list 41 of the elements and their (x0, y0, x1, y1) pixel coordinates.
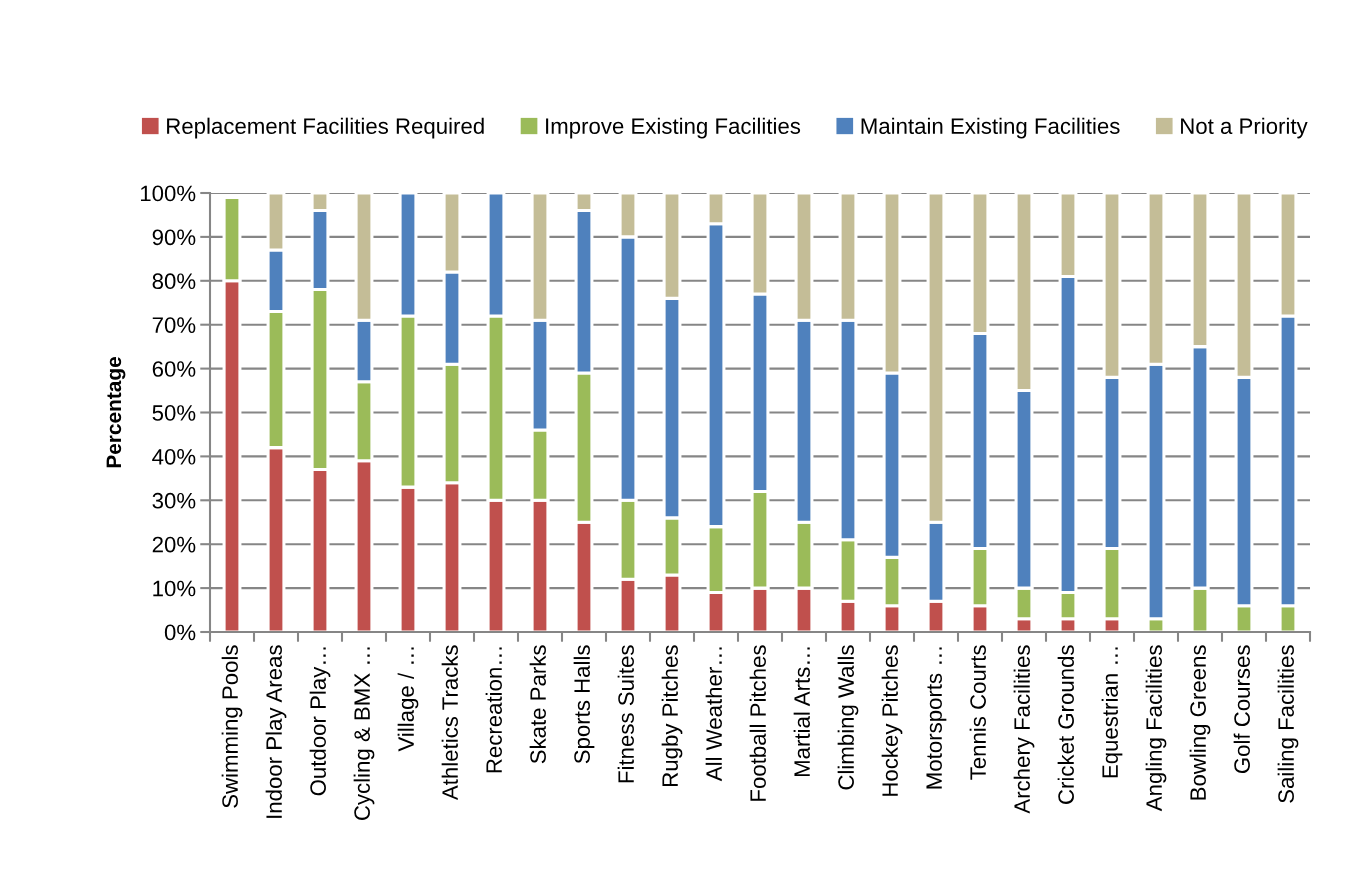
x-tick-label: Sailing Facilities (1277, 645, 1299, 803)
y-tick-label: 60% (152, 361, 196, 377)
y-tick-label: 50% (152, 405, 196, 421)
x-tick-label: Angling Facilities (1145, 645, 1167, 812)
legend-label: Improve Existing Facilities (546, 117, 801, 139)
x-tick-label: Sports Halls (573, 645, 595, 764)
x-tick-label: Outdoor Play… (309, 647, 331, 796)
x-tick-label: Hockey Pitches (881, 645, 903, 796)
x-tick-label: Fitness Suites (617, 645, 634, 783)
y-tick-label: 20% (152, 536, 196, 553)
x-tick-label: Bowling Greens (1189, 645, 1211, 800)
x-tick-label: Archery Facilities (1013, 645, 1035, 814)
x-tick-label: Golf Courses (1233, 645, 1250, 774)
x-tick-label: Cricket Grounds (1057, 645, 1074, 804)
x-tick-label: Cycling & BMX … (353, 647, 375, 820)
x-tick-label: Swimming Pools (221, 645, 243, 808)
x-tick-label: Football Pitches (749, 645, 766, 801)
y-tick-label: 80% (152, 273, 196, 290)
legend-label: Replacement Facilities Required (167, 117, 484, 139)
x-tick-label: Tennis Courts (969, 645, 986, 780)
x-tick-label: Climbing Walls (837, 645, 859, 790)
y-axis-title: Percentage (106, 357, 126, 468)
x-tick-label: Indoor Play Areas (265, 645, 287, 818)
y-tick-label: 100% (140, 185, 196, 202)
legend-label: Not a Priority (1181, 117, 1308, 139)
x-tick-label: Equestrian … (1101, 647, 1123, 778)
y-tick-label: 40% (152, 448, 196, 465)
x-tick-label: Skate Parks (529, 645, 546, 764)
x-tick-label: All Weather… (705, 647, 722, 782)
x-tick-label: Recreation… (485, 647, 502, 773)
x-tick-label: Rugby Pitches (661, 645, 683, 786)
x-tick-label: Village / … (397, 647, 419, 752)
y-tick-label: 30% (152, 492, 196, 509)
x-tick-label: Motorsports … (926, 647, 947, 789)
y-tick-label: 70% (152, 317, 196, 333)
legend-label: Maintain Existing Facilities (861, 117, 1120, 139)
y-tick-label: 90% (152, 229, 196, 246)
y-tick-label: 10% (153, 580, 196, 597)
x-tick-label: Athletics Tracks (441, 645, 458, 801)
y-tick-label: 0% (164, 624, 196, 641)
x-tick-label: Martial Arts… (793, 647, 810, 777)
